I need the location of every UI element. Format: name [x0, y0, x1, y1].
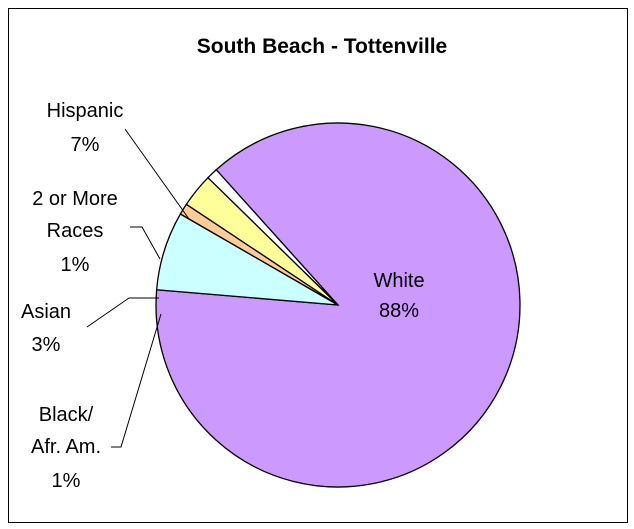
pie-slice-black-afr-am [207, 168, 339, 306]
pie-slices [155, 122, 521, 488]
data-label-percent: 7% [71, 134, 100, 156]
leader-line [111, 313, 162, 448]
leader-line [130, 226, 161, 260]
data-label-percent: 1% [61, 254, 90, 276]
leader-line [86, 297, 159, 328]
chart-frame: South Beach - Tottenville White 88% Hispan… [8, 8, 628, 523]
data-label-category: Asian [21, 301, 71, 323]
data-label-category: Afr. Am. [31, 436, 101, 458]
slice-labels: White 88% Hispanic 7% 2 or More Races 1% Asian 3… [21, 100, 425, 492]
data-label-percent: 1% [52, 470, 81, 492]
data-label-percent: 88% [379, 300, 419, 322]
data-label-category: White [373, 270, 424, 292]
data-label-category: 2 or More [32, 188, 118, 210]
leader-line [124, 128, 190, 220]
data-label-category: Black/ [39, 404, 94, 426]
pie-chart: South Beach - Tottenville White 88% Hispan… [21, 35, 521, 492]
data-label-percent: 3% [32, 334, 61, 356]
chart-title: South Beach - Tottenville [197, 35, 447, 58]
leader-lines [86, 128, 190, 448]
data-label-category: Races [47, 220, 104, 242]
data-label-category: Hispanic [47, 100, 124, 122]
